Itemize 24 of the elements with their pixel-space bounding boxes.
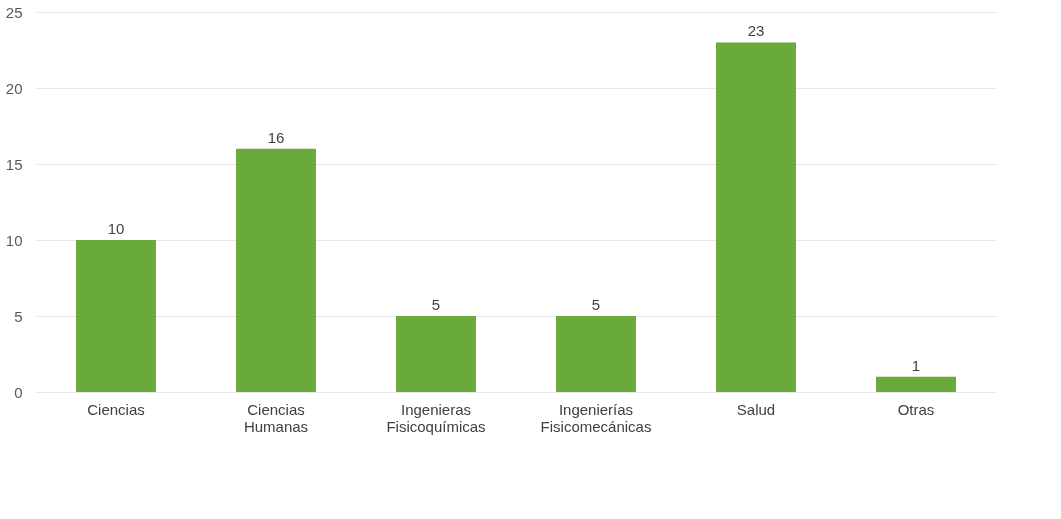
y-tick-label: 20 (5, 79, 23, 97)
data-label: 1 (911, 356, 921, 374)
x-tick-label: Ciencias Humanas (243, 400, 309, 435)
bar (236, 148, 316, 392)
bar (556, 316, 636, 392)
x-tick-label: Salud (736, 400, 776, 418)
x-tick-label: Ingenieras Fisicoquímicas (386, 400, 486, 435)
data-label: 5 (591, 296, 601, 313)
y-tick-label: 15 (5, 155, 23, 173)
bar (716, 42, 796, 392)
x-tick-label: Ingenierías Fisicomecánicas (540, 400, 652, 435)
y-tick-label: 0 (14, 383, 23, 401)
data-label: 5 (431, 296, 441, 313)
bar (396, 316, 476, 392)
data-label: 10 (107, 220, 125, 237)
y-tick-label: 5 (14, 307, 23, 325)
y-tick-label: 25 (5, 3, 23, 21)
x-tick-label: Otras (897, 400, 935, 418)
data-label: 16 (267, 128, 285, 146)
bar (76, 240, 156, 392)
y-tick-label: 10 (5, 231, 23, 249)
data-label: 23 (747, 22, 765, 40)
bar (876, 376, 956, 392)
x-tick-label: Ciencias (87, 400, 145, 418)
